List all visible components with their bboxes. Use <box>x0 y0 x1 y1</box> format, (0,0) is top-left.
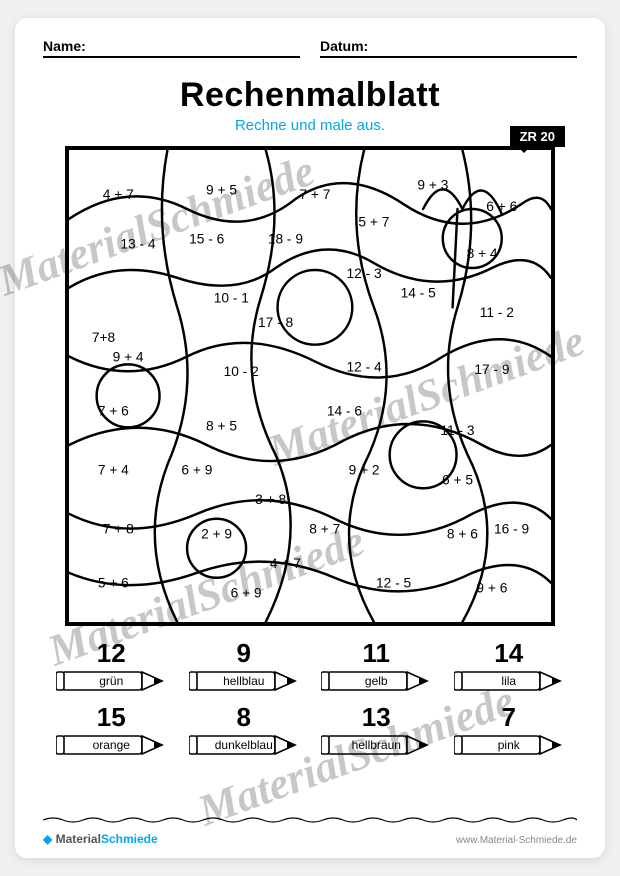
name-field[interactable]: Name: <box>43 38 300 58</box>
legend-color-label: hellblau <box>223 674 264 688</box>
legend-item: 13 hellbraun <box>318 704 435 758</box>
puzzle-expression: 14 - 6 <box>327 404 363 419</box>
puzzle-expression: 7 + 6 <box>98 404 129 419</box>
legend-item: 11 gelb <box>318 640 435 694</box>
pencil-icon: gelb <box>318 668 435 694</box>
legend-color-label: dunkelblau <box>215 738 273 752</box>
puzzle-expression: 9 + 6 <box>476 581 507 596</box>
header-row: Name: Datum: <box>43 38 577 58</box>
legend-item: 15 orange <box>53 704 170 758</box>
legend-number: 9 <box>186 640 303 666</box>
date-field[interactable]: Datum: <box>320 38 577 58</box>
pencil-icon: lila <box>451 668 568 694</box>
legend-number: 11 <box>318 640 435 666</box>
puzzle-expression: 12 - 4 <box>346 359 382 374</box>
pencil-icon: hellbraun <box>318 732 435 758</box>
legend-item: 9 hellblau <box>186 640 303 694</box>
puzzle-expression: 3 + 8 <box>255 492 286 507</box>
legend-number: 14 <box>451 640 568 666</box>
legend-color-label: hellbraun <box>352 738 401 752</box>
puzzle-expression: 15 - 6 <box>189 231 225 246</box>
puzzle-expression: 11 - 2 <box>480 305 514 320</box>
puzzle-expression: 7 + 4 <box>98 463 129 478</box>
page-title: Rechenmalblatt <box>43 76 577 115</box>
divider-squiggle <box>43 816 577 824</box>
legend-item: 8 dunkelblau <box>186 704 303 758</box>
legend-number: 12 <box>53 640 170 666</box>
legend-color-label: orange <box>93 738 130 752</box>
legend-color-label: pink <box>498 738 520 752</box>
puzzle-expression: 6 + 9 <box>181 463 212 478</box>
brand-icon: ◆ <box>43 832 52 846</box>
legend-color-label: lila <box>501 674 516 688</box>
puzzle-expression: 9 + 5 <box>206 182 237 197</box>
puzzle-expression: 8 + 5 <box>206 418 237 433</box>
puzzle-expression: 12 - 5 <box>376 576 412 591</box>
puzzle-expression: 17 - 9 <box>474 362 509 377</box>
puzzle-expression: 16 - 9 <box>494 522 529 537</box>
puzzle-expression: 10 - 2 <box>224 364 259 379</box>
legend-item: 14 lila <box>451 640 568 694</box>
color-legend: 12 grün 9 hellblau 11 gelb 14 lila 15 orange 8 dunk… <box>43 640 577 758</box>
puzzle-expression: 4 + 7 <box>103 187 134 202</box>
puzzle-expression: 18 - 9 <box>268 231 303 246</box>
puzzle-expression: 7 + 8 <box>103 522 134 537</box>
worksheet-page: Name: Datum: Rechenmalblatt Rechne und m… <box>15 18 605 858</box>
legend-color-label: grün <box>99 674 123 688</box>
puzzle-expression: 9 + 2 <box>349 463 380 478</box>
puzzle-expression: 6 + 5 <box>442 472 473 487</box>
puzzle-expression: 8 + 7 <box>309 522 340 537</box>
puzzle-expression: 13 - 4 <box>120 236 156 251</box>
legend-color-label: gelb <box>365 674 388 688</box>
puzzle-expression: 2 + 9 <box>201 526 232 541</box>
pencil-icon: hellblau <box>186 668 303 694</box>
puzzle-expression: 4 + 7 <box>270 556 301 571</box>
puzzle-expression: 9 + 4 <box>113 349 144 364</box>
page-footer: ◆ MaterialSchmiede www.Material-Schmiede… <box>43 832 577 846</box>
pencil-icon: pink <box>451 732 568 758</box>
puzzle-expression: 10 - 1 <box>214 290 249 305</box>
pencil-icon: grün <box>53 668 170 694</box>
legend-number: 13 <box>318 704 435 730</box>
legend-number: 7 <box>451 704 568 730</box>
legend-item: 7 pink <box>451 704 568 758</box>
legend-number: 8 <box>186 704 303 730</box>
pencil-icon: dunkelblau <box>186 732 303 758</box>
footer-brand: ◆ MaterialSchmiede <box>43 832 158 846</box>
puzzle-expression: 9 + 3 <box>417 177 448 192</box>
page-subtitle: Rechne und male aus. <box>43 117 577 134</box>
coloring-puzzle: 4 + 7 9 + 5 7 + 7 9 + 3 6 + 6 5 + 7 13 - 4 15 -… <box>65 146 555 626</box>
puzzle-expression: 12 - 3 <box>346 266 382 281</box>
footer-url: www.Material-Schmiede.de <box>456 835 577 846</box>
puzzle-expression: 7 + 7 <box>299 187 330 202</box>
puzzle-svg: 4 + 7 9 + 5 7 + 7 9 + 3 6 + 6 5 + 7 13 - 4 15 -… <box>69 150 551 622</box>
brand-text-2: Schmiede <box>101 832 158 846</box>
brand-text-1: Material <box>56 832 101 846</box>
puzzle-expression: 5 + 6 <box>98 576 129 591</box>
range-badge: ZR 20 <box>510 126 565 147</box>
puzzle-expression: 8 + 4 <box>467 246 498 261</box>
pencil-icon: orange <box>53 732 170 758</box>
puzzle-expression: 5 + 7 <box>358 215 389 230</box>
legend-number: 15 <box>53 704 170 730</box>
puzzle-expression: 6 + 6 <box>486 199 517 214</box>
puzzle-expression: 14 - 5 <box>401 286 437 301</box>
puzzle-expression: 17 - 8 <box>258 315 294 330</box>
puzzle-expression: 8 + 6 <box>447 526 478 541</box>
puzzle-expression: 6 + 9 <box>231 585 262 600</box>
legend-item: 12 grün <box>53 640 170 694</box>
puzzle-expression: 7+8 <box>92 330 116 345</box>
puzzle-expression: 11 - 3 <box>440 423 474 438</box>
